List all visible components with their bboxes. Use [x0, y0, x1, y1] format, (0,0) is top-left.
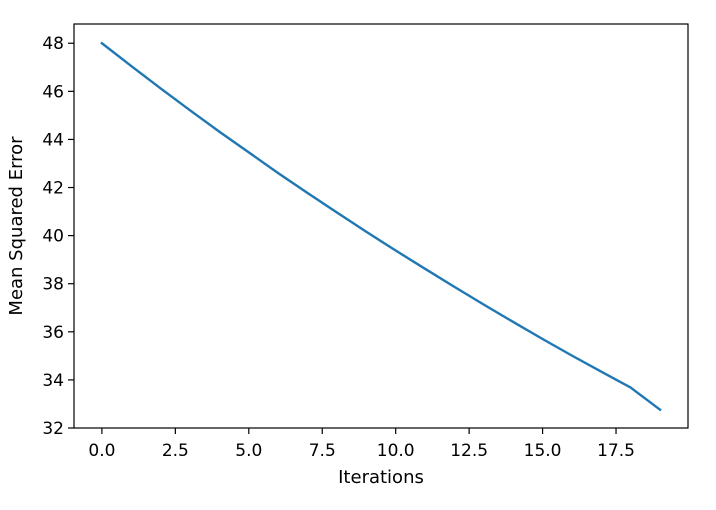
x-tick-label: 12.5: [450, 441, 488, 461]
x-tick-label: 2.5: [162, 441, 189, 461]
x-tick-label: 0.0: [88, 441, 115, 461]
x-axis-label: Iterations: [338, 467, 424, 488]
y-tick-label: 48: [42, 34, 64, 54]
x-tick-label: 15.0: [524, 441, 562, 461]
y-axis-ticks: 32 34 36 38 40 42 44 46 48: [42, 34, 74, 439]
x-tick-label: 10.0: [377, 441, 415, 461]
y-tick-label: 38: [42, 275, 64, 295]
x-tick-label: 17.5: [597, 441, 635, 461]
x-axis-ticks: 0.0 2.5 5.0 7.5 10.0 12.5 15.0 17.5: [88, 428, 635, 461]
y-tick-label: 40: [42, 227, 64, 247]
y-tick-label: 32: [42, 419, 64, 439]
y-tick-label: 34: [42, 371, 64, 391]
y-tick-label: 44: [42, 130, 64, 150]
y-tick-label: 42: [42, 179, 64, 199]
y-tick-label: 36: [42, 323, 64, 343]
x-tick-label: 7.5: [309, 441, 336, 461]
x-tick-label: 5.0: [235, 441, 262, 461]
series-line: [100, 41, 662, 412]
y-axis-label: Mean Squared Error: [6, 136, 27, 316]
plot-frame: [73, 23, 689, 429]
y-tick-label: 46: [42, 82, 64, 102]
series-layer: [100, 41, 662, 412]
